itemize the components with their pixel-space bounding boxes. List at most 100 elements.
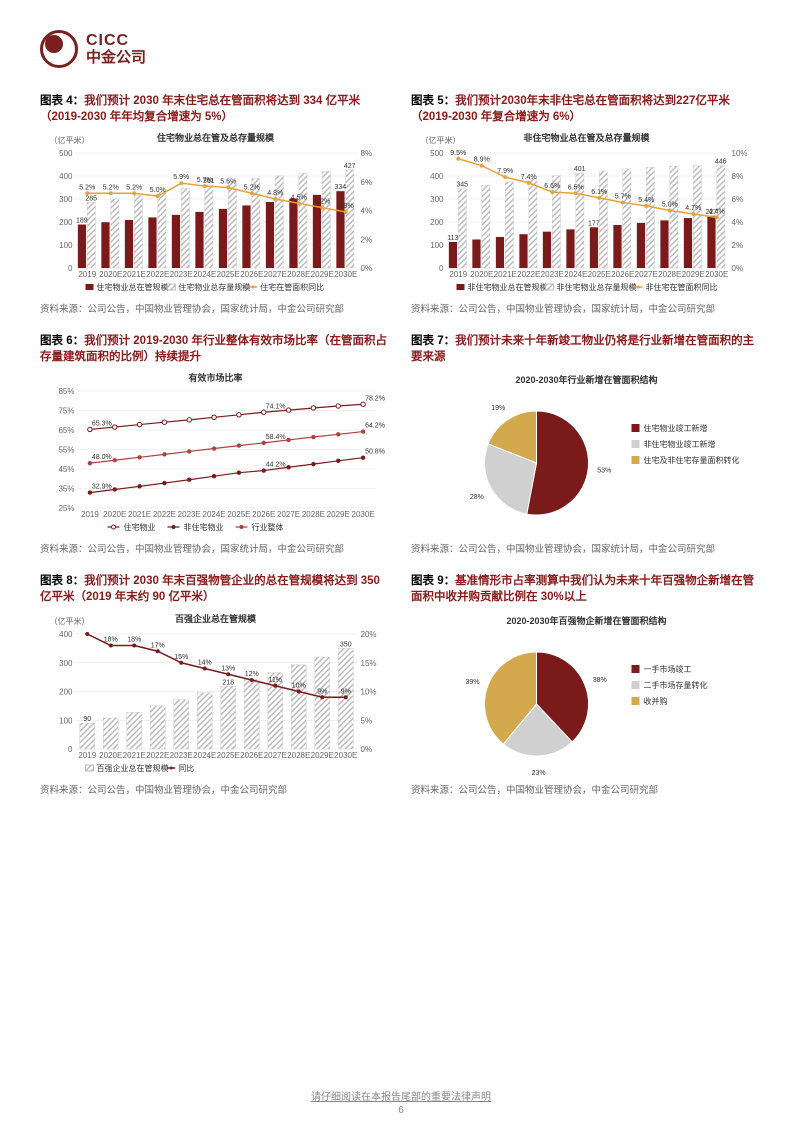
svg-text:2027E: 2027E [277, 510, 300, 519]
svg-text:58.4%: 58.4% [266, 434, 286, 441]
svg-text:5.0%: 5.0% [150, 187, 166, 194]
svg-text:2020E: 2020E [99, 751, 122, 760]
svg-text:8.9%: 8.9% [474, 157, 490, 164]
source-text: 资料来源：公司公告，中国物业管理协会，国家统计局，中金公司研究部 [411, 301, 762, 315]
svg-text:2027E: 2027E [264, 751, 287, 760]
svg-text:2026E: 2026E [252, 510, 275, 519]
chart-grid: 图表 4：我们预计 2030 年末住宅总在管面积将达到 334 亿平米（2019… [40, 93, 762, 796]
svg-text:14%: 14% [198, 659, 212, 666]
svg-text:446: 446 [715, 159, 727, 166]
svg-text:同比: 同比 [178, 763, 194, 773]
svg-text:11%: 11% [269, 676, 283, 683]
svg-text:90: 90 [83, 716, 91, 723]
chart-6: 图表 6：我们预计 2019-2030 年行业整体有效市场比率（在管面积占存量建… [40, 333, 391, 555]
svg-text:7.9%: 7.9% [497, 168, 513, 175]
svg-text:500: 500 [430, 149, 444, 158]
source-text: 资料来源：公司公告，中国物业管理协会，国家统计局，中金公司研究部 [40, 541, 391, 555]
svg-text:74.1%: 74.1% [266, 404, 286, 411]
svg-text:2030E: 2030E [352, 510, 375, 519]
svg-text:2019: 2019 [81, 510, 99, 519]
svg-text:住宅物业总在管及总存量规模: 住宅物业总在管及总存量规模 [157, 132, 275, 143]
svg-text:2027E: 2027E [264, 270, 287, 279]
page-footer: 请仔细阅读在本报告尾部的重要法律声明 6 [0, 1088, 802, 1116]
svg-text:5.9%: 5.9% [173, 174, 189, 181]
svg-text:300: 300 [430, 195, 444, 204]
svg-text:100: 100 [430, 241, 444, 250]
svg-text:2023E: 2023E [541, 270, 564, 279]
svg-text:9.5%: 9.5% [450, 150, 466, 157]
svg-text:2024E: 2024E [193, 270, 216, 279]
svg-text:2030E: 2030E [334, 751, 357, 760]
svg-text:2020E: 2020E [103, 510, 126, 519]
svg-text:189: 189 [76, 218, 88, 225]
svg-text:0: 0 [68, 264, 73, 273]
svg-text:400: 400 [59, 630, 73, 639]
svg-text:6.6%: 6.6% [544, 183, 560, 190]
svg-text:17%: 17% [151, 642, 165, 649]
svg-text:7.4%: 7.4% [521, 174, 537, 181]
svg-text:5%: 5% [361, 716, 373, 725]
svg-text:2025E: 2025E [217, 270, 240, 279]
svg-text:285: 285 [85, 196, 97, 203]
svg-text:10%: 10% [732, 149, 748, 158]
svg-text:2028E: 2028E [287, 270, 310, 279]
svg-text:2023E: 2023E [178, 510, 201, 519]
svg-text:5.2%: 5.2% [126, 184, 142, 191]
svg-text:28%: 28% [470, 494, 484, 501]
svg-text:2022E: 2022E [146, 751, 169, 760]
svg-text:一手市场竣工: 一手市场竣工 [644, 664, 692, 674]
svg-text:2028E: 2028E [302, 510, 325, 519]
logo-mark [40, 30, 78, 68]
svg-text:20%: 20% [361, 630, 377, 639]
svg-text:400: 400 [430, 172, 444, 181]
svg-text:9%: 9% [341, 688, 351, 695]
svg-text:2023E: 2023E [170, 751, 193, 760]
svg-text:2021E: 2021E [123, 270, 146, 279]
svg-text:住宅及非住宅存量面积转化: 住宅及非住宅存量面积转化 [644, 455, 740, 465]
svg-text:39%: 39% [466, 679, 480, 686]
svg-text:2021E: 2021E [494, 270, 517, 279]
svg-text:2029E: 2029E [682, 270, 705, 279]
svg-text:200: 200 [59, 218, 73, 227]
svg-text:23%: 23% [532, 770, 546, 777]
svg-text:177: 177 [588, 220, 600, 227]
svg-text:2024E: 2024E [193, 751, 216, 760]
chart-8: 图表 8：我们预计 2030 年末百强物管企业的总在管规模将达到 350 亿平米… [40, 573, 391, 795]
svg-text:2028E: 2028E [287, 751, 310, 760]
svg-text:38%: 38% [593, 677, 607, 684]
svg-text:48.0%: 48.0% [92, 455, 112, 462]
svg-text:4.8%: 4.8% [267, 190, 283, 197]
svg-text:2021E: 2021E [128, 510, 151, 519]
svg-text:300: 300 [59, 658, 73, 667]
svg-text:百强企业总在管规模: 百强企业总在管规模 [175, 613, 257, 624]
svg-text:8%: 8% [732, 172, 744, 181]
svg-text:25%: 25% [58, 504, 74, 513]
svg-text:有效市场比率: 有效市场比率 [188, 372, 242, 383]
svg-text:427: 427 [344, 163, 356, 170]
svg-text:（亿平米）: （亿平米） [50, 135, 90, 145]
svg-text:2030E: 2030E [705, 270, 728, 279]
svg-text:64.2%: 64.2% [365, 423, 385, 430]
svg-text:（亿平米）: （亿平米） [421, 135, 461, 145]
svg-text:18%: 18% [104, 636, 118, 643]
svg-text:44.2%: 44.2% [266, 462, 286, 469]
svg-text:2020E: 2020E [470, 270, 493, 279]
svg-text:8%: 8% [361, 149, 373, 158]
svg-text:65%: 65% [58, 426, 74, 435]
svg-text:2026E: 2026E [240, 751, 263, 760]
svg-text:2027E: 2027E [635, 270, 658, 279]
source-text: 资料来源：公司公告，中国物业管理协会，中金公司研究部 [40, 782, 391, 796]
svg-text:二手市场存量转化: 二手市场存量转化 [644, 680, 708, 690]
svg-text:334: 334 [335, 184, 347, 191]
svg-text:45%: 45% [58, 465, 74, 474]
svg-text:0%: 0% [361, 745, 373, 754]
svg-text:2020-2030年百强物企新增在管面积结构: 2020-2030年百强物企新增在管面积结构 [506, 615, 666, 626]
svg-text:非住宅物业: 非住宅物业 [184, 522, 224, 532]
svg-text:住宅在管面积同比: 住宅在管面积同比 [260, 282, 324, 292]
svg-text:非住宅物业总存量规模: 非住宅物业总存量规模 [557, 282, 637, 292]
svg-text:5.6%: 5.6% [220, 179, 236, 186]
svg-text:5.2%: 5.2% [103, 184, 119, 191]
svg-text:100: 100 [59, 716, 73, 725]
svg-text:2029E: 2029E [311, 270, 334, 279]
source-text: 资料来源：公司公告，中国物业管理协会，中金公司研究部 [411, 782, 762, 796]
